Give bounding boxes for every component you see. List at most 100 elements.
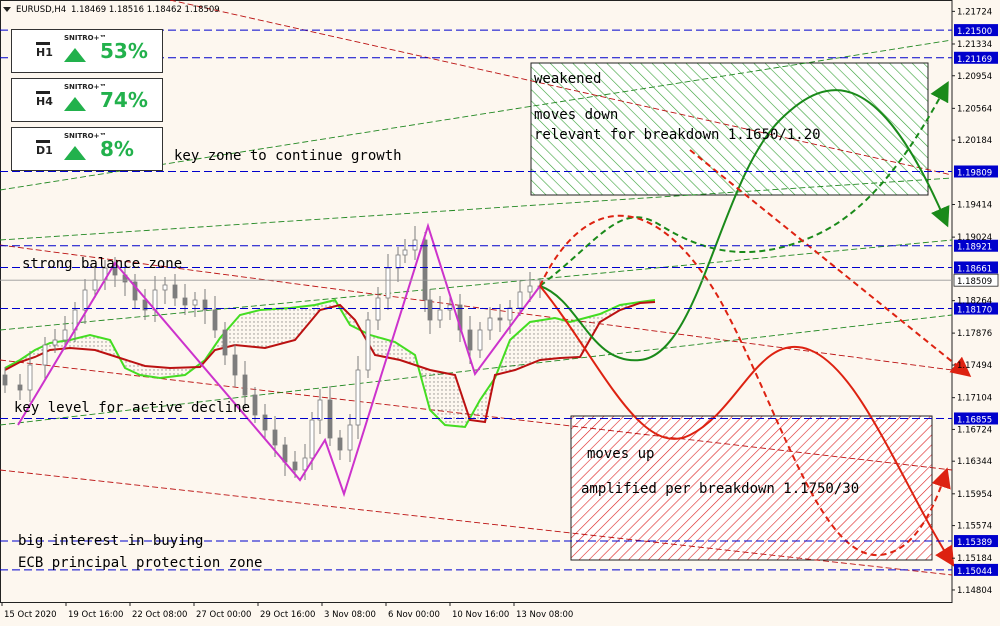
candle-body — [347, 424, 353, 451]
candle-body — [302, 457, 308, 471]
level-label: 1.15389 — [957, 538, 992, 548]
arrow-up-icon — [64, 146, 86, 160]
badge-timeframe: H1 — [36, 46, 53, 59]
candle-body — [412, 239, 418, 251]
arrow-up-icon — [64, 97, 86, 111]
trend-line — [0, 177, 953, 241]
arrow-up-icon — [64, 48, 86, 62]
y-tick-label: 1.20564 — [957, 104, 992, 114]
candle-body — [395, 254, 401, 269]
level-tag — [954, 412, 998, 425]
bull-target-zone — [530, 62, 929, 196]
badge-percent: 74% — [100, 88, 148, 112]
annotation-breakdown-1175: amplified per breakdown 1.1750/30 — [581, 481, 859, 497]
senkou-span-b — [4, 301, 656, 424]
candle-body — [527, 285, 533, 293]
trend-line — [0, 314, 953, 426]
annotation-breakdown-120: relevant for breakdown 1.1650/1.20 — [534, 127, 821, 143]
candle-body — [437, 309, 443, 321]
candle-body — [422, 239, 428, 301]
candle-body — [112, 267, 118, 276]
candle-body — [202, 299, 208, 311]
y-tick-label: 1.19024 — [957, 233, 992, 243]
level-label: 1.18170 — [957, 306, 992, 316]
y-tick-label: 1.14804 — [957, 586, 992, 596]
badge-timeframe: D1 — [36, 144, 53, 157]
level-label: 1.18921 — [957, 243, 992, 253]
chart-ohlc: 1.18469 1.18516 1.18462 1.18509 — [71, 5, 220, 15]
trend-line — [0, 39, 953, 191]
candle-body — [355, 369, 361, 426]
plot-frame — [0, 0, 953, 603]
badge-percent: 8% — [100, 137, 134, 161]
level-tag — [954, 239, 998, 252]
candle-body — [17, 384, 23, 391]
candle-body — [262, 414, 268, 431]
candle-body — [82, 289, 88, 311]
level-tag — [954, 563, 998, 576]
y-tick-label: 1.15954 — [957, 490, 992, 500]
candle-body — [385, 267, 391, 299]
bear-scenario-dashed — [539, 214, 951, 557]
candle-body — [42, 344, 48, 366]
trend-line — [169, 0, 953, 176]
annotation-moves-up: moves up — [587, 446, 654, 462]
trend-line — [0, 239, 953, 331]
annotation-balance-zone: strong balance zone — [22, 256, 182, 272]
annotation-ecb-zone: ECB principal protection zone — [18, 555, 262, 571]
y-tick-label: 1.17494 — [957, 361, 992, 371]
y-tick-label: 1.16724 — [957, 425, 992, 435]
trend-line — [0, 469, 953, 576]
y-tick-label: 1.18264 — [957, 297, 992, 307]
y-tick-label: 1.20954 — [957, 72, 992, 82]
annotation-moves-down: moves down — [534, 107, 618, 123]
level-tag — [954, 535, 998, 548]
trend-line — [0, 244, 953, 371]
bear-trend-projection — [689, 149, 972, 378]
x-tick-label: 15 Oct 2020 — [4, 610, 57, 620]
y-tick-label: 1.16344 — [957, 457, 992, 467]
candle-body — [467, 329, 473, 351]
level-label: 1.19809 — [957, 168, 992, 178]
level-label: 1.21169 — [957, 55, 992, 65]
y-tick-label: 1.20184 — [957, 136, 992, 146]
annotation-decline-level: key level for active decline — [14, 400, 250, 416]
y-tick-label: 1.21334 — [957, 40, 992, 50]
candle-body — [52, 339, 58, 346]
x-tick-label: 19 Oct 16:00 — [68, 610, 123, 620]
badge-brand: SNITRO+™ — [64, 34, 107, 42]
candle-body — [327, 399, 333, 439]
chart-symbol: EURUSD,H4 — [16, 5, 66, 15]
y-tick-label: 1.17104 — [957, 394, 992, 404]
current-price-tag — [953, 273, 999, 287]
candle-body — [402, 249, 408, 256]
candle-body — [447, 304, 453, 311]
candle-body — [272, 429, 278, 446]
annotation-weakened: weakened — [534, 71, 601, 87]
candle-body — [27, 364, 33, 391]
y-tick-label: 1.17876 — [957, 329, 992, 339]
current-price-label: 1.18509 — [957, 277, 992, 287]
badge-timeframe: H4 — [36, 95, 53, 108]
level-tag — [954, 261, 998, 274]
candle-body — [317, 399, 323, 421]
level-tag — [954, 165, 998, 178]
candle-body — [517, 291, 523, 309]
signal-badge-h4: H4 SNITRO+™ 74% — [11, 78, 163, 122]
y-tick-label: 1.15574 — [957, 522, 992, 532]
candle-body — [232, 354, 238, 376]
level-label: 1.18661 — [957, 264, 992, 274]
candle-body — [62, 329, 68, 341]
candle-body — [292, 461, 298, 471]
bull-scenario-dashed — [539, 80, 949, 287]
annotation-growth-zone: key zone to continue growth — [174, 148, 402, 164]
candle-body — [252, 394, 258, 416]
candle-body — [2, 374, 8, 386]
level-label: 1.15044 — [957, 567, 992, 577]
signal-badge-d1: D1 SNITRO+™ 8% — [11, 127, 163, 171]
candle-body — [487, 317, 493, 331]
timeframe-icon — [36, 91, 50, 94]
candle-body — [182, 297, 188, 306]
